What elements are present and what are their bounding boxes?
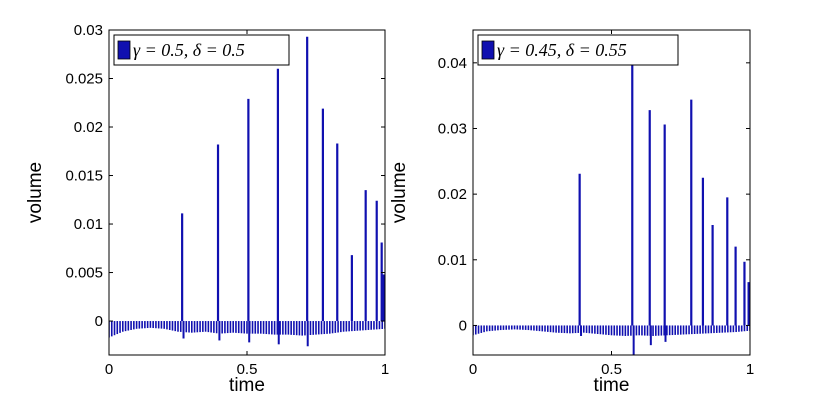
y-tick-label: 0.03 — [438, 120, 467, 137]
y-tick-label: 0.02 — [438, 186, 467, 203]
y-tick-label: 0.03 — [74, 22, 103, 39]
x-tick-label: 0.5 — [601, 361, 622, 378]
legend-swatch — [481, 40, 495, 60]
y-tick-label: 0.015 — [65, 168, 103, 185]
y-tick-label: 0.04 — [438, 55, 467, 72]
y-tick-label: 0.005 — [65, 265, 103, 282]
bars-group — [473, 49, 750, 355]
y-tick-label: 0.01 — [74, 216, 103, 233]
y-tick-label: 0 — [95, 313, 103, 330]
legend-box — [477, 34, 679, 66]
chart-right: 0 0.01 0.02 0.03 0.04 0 0.5 1 time volume γ = 0.45… — [389, 29, 754, 396]
y-tick-label: 0.01 — [438, 252, 467, 269]
x-tick-label: 1 — [746, 361, 754, 378]
bars-group — [109, 36, 385, 347]
x-tick-label: 1 — [381, 361, 389, 378]
axes-frame — [108, 29, 386, 356]
legend-label: γ = 0.5, δ = 0.5 — [133, 40, 245, 60]
x-tick-label: 0 — [469, 361, 477, 378]
legend-swatch — [117, 40, 131, 60]
x-tick-label: 0.5 — [237, 361, 258, 378]
x-axis-label: time — [594, 375, 630, 396]
y-tick-label: 0.025 — [65, 71, 103, 88]
chart-left: 0 0.005 0.01 0.015 0.02 0.025 0.03 0 0.5 1 time vol… — [25, 22, 389, 396]
legend-box — [113, 34, 290, 66]
x-tick-label: 0 — [105, 361, 113, 378]
axes-frame — [472, 29, 751, 356]
y-axis-label: volume — [25, 162, 46, 223]
x-axis-label: time — [229, 375, 265, 396]
legend-label: γ = 0.45, δ = 0.55 — [497, 40, 627, 60]
y-tick-label: 0.02 — [74, 119, 103, 136]
y-tick-label: 0 — [459, 317, 467, 334]
y-axis-label: volume — [389, 162, 410, 223]
